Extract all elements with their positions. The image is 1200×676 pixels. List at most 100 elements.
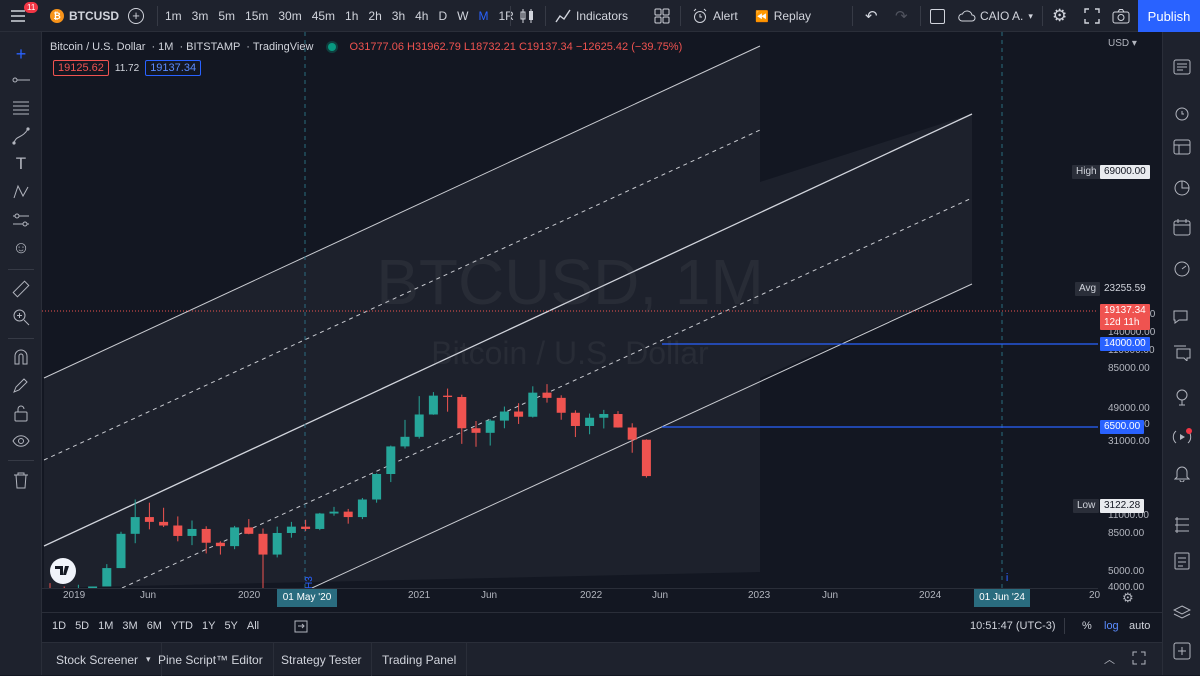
interval-D[interactable]: D bbox=[438, 9, 448, 23]
interval-list: 1m 3m 5m 15m 30m 45m 1h 2h 3h 4h D W M 1R bbox=[160, 0, 519, 32]
interval-1m[interactable]: 1m bbox=[165, 9, 182, 23]
hide-tool[interactable] bbox=[11, 431, 31, 451]
drawing-mode-tool[interactable] bbox=[11, 375, 31, 395]
redo-button[interactable]: ↷ bbox=[895, 0, 908, 32]
chevron-up-icon: ︿ bbox=[1104, 654, 1115, 666]
crosshair-tool[interactable]: + bbox=[11, 44, 31, 64]
snapshot-button[interactable] bbox=[1112, 0, 1130, 32]
range-1y[interactable]: 1Y bbox=[201, 620, 216, 632]
candle-body bbox=[244, 527, 254, 534]
data-window-button[interactable] bbox=[1171, 136, 1193, 158]
trend-line-tool[interactable] bbox=[11, 70, 31, 90]
goto-date-button[interactable] bbox=[294, 619, 308, 636]
icon-tool[interactable]: ☺ bbox=[11, 238, 31, 258]
tab-trading-panel[interactable]: Trading Panel bbox=[372, 643, 468, 676]
prediction-tool[interactable] bbox=[11, 210, 31, 230]
range-6m[interactable]: 6M bbox=[146, 620, 162, 632]
text-tool[interactable]: T bbox=[11, 154, 31, 174]
layout-name-button[interactable]: CAIO A. ▾ bbox=[958, 0, 1033, 32]
legend-source: TradingView bbox=[252, 41, 314, 53]
alert-button[interactable]: Alert bbox=[692, 0, 738, 32]
range-5d[interactable]: 5D bbox=[75, 620, 90, 632]
interval-4h[interactable]: 4h bbox=[415, 9, 429, 23]
object-tree-button[interactable] bbox=[1171, 550, 1193, 572]
tab-stock-screener[interactable]: Stock Screener ▾ bbox=[46, 643, 162, 676]
collapse-panel-button[interactable]: ︿ bbox=[1104, 651, 1115, 667]
bid-button[interactable]: 19125.62 bbox=[53, 60, 109, 76]
last-price-value: 19137.34 bbox=[1104, 305, 1146, 316]
currency-label[interactable]: USD ▾ bbox=[1108, 38, 1137, 49]
calendar-button[interactable] bbox=[1171, 216, 1193, 238]
tab-strategy-tester[interactable]: Strategy Tester bbox=[271, 643, 373, 676]
publish-button[interactable]: Publish bbox=[1138, 0, 1200, 32]
range-1d[interactable]: 1D bbox=[52, 620, 67, 632]
notifications-button[interactable] bbox=[1171, 462, 1193, 484]
range-5y[interactable]: 5Y bbox=[224, 620, 238, 632]
indicators-button[interactable]: Indicators bbox=[555, 0, 628, 32]
tab-pine-editor[interactable]: Pine Script™ Editor bbox=[148, 643, 274, 676]
time-tick-label: 2024 bbox=[919, 590, 942, 601]
fullscreen-button[interactable] bbox=[1084, 0, 1100, 32]
price-chart[interactable]: H3 Ꭵ BTCUSD, 1M Bitcoin / U.S. Dollar bbox=[42, 32, 1098, 588]
layout-select-button[interactable] bbox=[930, 0, 945, 32]
legend-symbol-title[interactable]: Bitcoin / U.S. Dollar bbox=[50, 41, 146, 53]
pattern-icon bbox=[13, 184, 29, 199]
fib-tool[interactable] bbox=[11, 98, 31, 118]
interval-1h[interactable]: 1h bbox=[345, 9, 359, 23]
zoom-tool[interactable] bbox=[11, 307, 31, 327]
alerts-button[interactable] bbox=[1171, 102, 1193, 124]
remove-tool[interactable] bbox=[11, 470, 31, 490]
templates-button[interactable] bbox=[654, 0, 670, 32]
interval-W[interactable]: W bbox=[457, 9, 469, 23]
layers-button[interactable] bbox=[1171, 602, 1193, 624]
log-scale-toggle[interactable]: log bbox=[1104, 620, 1119, 632]
menu-button[interactable]: 11 bbox=[8, 0, 39, 32]
range-3m[interactable]: 3M bbox=[122, 620, 138, 632]
maximize-panel-button[interactable] bbox=[1132, 651, 1146, 670]
interval-3m[interactable]: 3m bbox=[191, 9, 209, 23]
chart-type-button[interactable] bbox=[518, 0, 536, 32]
ask-button[interactable]: 19137.34 bbox=[145, 60, 202, 76]
separator bbox=[8, 460, 34, 461]
undo-button[interactable]: ↶ bbox=[865, 0, 878, 32]
settings-button[interactable]: ⚙ bbox=[1052, 0, 1067, 32]
candle-body bbox=[428, 395, 438, 415]
interval-M[interactable]: M bbox=[478, 9, 489, 23]
interval-3h[interactable]: 3h bbox=[391, 9, 406, 23]
magnet-tool[interactable] bbox=[11, 347, 31, 367]
avg-label: Avg bbox=[1075, 282, 1101, 296]
lock-tool[interactable] bbox=[11, 403, 31, 423]
compare-button[interactable]: + bbox=[128, 0, 144, 32]
scale-settings-button[interactable]: ⚙ bbox=[1122, 590, 1134, 606]
range-1m[interactable]: 1M bbox=[98, 620, 114, 632]
clock-timezone[interactable]: 10:51:47 (UTC-3) bbox=[970, 620, 1056, 632]
messages-button[interactable] bbox=[1171, 342, 1193, 364]
live-button[interactable] bbox=[1171, 426, 1193, 448]
interval-45m[interactable]: 45m bbox=[311, 9, 336, 23]
interval-30m[interactable]: 30m bbox=[278, 9, 302, 23]
pitchfork-drawing[interactable] bbox=[43, 45, 973, 588]
ideas-button[interactable] bbox=[1171, 258, 1193, 280]
help-button[interactable] bbox=[1171, 640, 1193, 662]
streams-button[interactable] bbox=[1171, 386, 1193, 408]
brush-tool[interactable] bbox=[11, 126, 31, 146]
watchlist-button[interactable] bbox=[1171, 56, 1193, 78]
measure-tool[interactable] bbox=[11, 279, 31, 299]
range-ytd[interactable]: YTD bbox=[170, 620, 193, 632]
interval-1R[interactable]: 1R bbox=[498, 9, 514, 23]
percent-scale-toggle[interactable]: % bbox=[1082, 620, 1092, 632]
pattern-tool[interactable] bbox=[11, 182, 31, 202]
interval-2h[interactable]: 2h bbox=[368, 9, 382, 23]
symbol-search[interactable]: ₿ BTCUSD bbox=[50, 0, 119, 32]
interval-15m[interactable]: 15m bbox=[245, 9, 269, 23]
dom-button[interactable] bbox=[1171, 514, 1193, 536]
auto-scale-toggle[interactable]: auto bbox=[1129, 620, 1151, 632]
tab-label: Strategy Tester bbox=[281, 652, 362, 667]
chat-button[interactable] bbox=[1171, 306, 1193, 328]
interval-5m[interactable]: 5m bbox=[218, 9, 236, 23]
tradingview-logo[interactable] bbox=[50, 558, 76, 584]
hotlists-button[interactable] bbox=[1171, 177, 1193, 199]
tab-label: Trading Panel bbox=[382, 652, 457, 667]
replay-button[interactable]: ⏪ Replay bbox=[755, 0, 811, 32]
range-all[interactable]: All bbox=[246, 620, 260, 632]
